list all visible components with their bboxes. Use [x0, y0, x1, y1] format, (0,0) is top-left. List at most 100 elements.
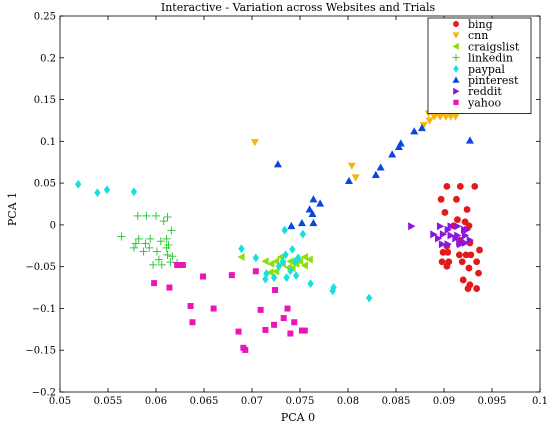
data-point-pinterest	[371, 170, 380, 178]
data-point-linkedin	[134, 234, 143, 243]
legend-marker-yahoo	[453, 99, 459, 106]
data-point-paypal	[275, 262, 283, 271]
x-tick-label: 0.065	[190, 396, 219, 407]
data-point-linkedin	[167, 226, 176, 235]
legend-label-linkedin: linkedin	[468, 52, 513, 65]
data-point-pinterest	[410, 127, 419, 135]
data-point-craigslist	[261, 257, 269, 266]
data-point-bing	[439, 248, 447, 256]
data-point-bing	[441, 209, 449, 216]
data-point-yahoo	[187, 303, 194, 310]
data-point-yahoo	[301, 327, 308, 334]
data-point-cnn	[436, 113, 445, 121]
data-point-linkedin	[152, 211, 160, 220]
data-point-yahoo	[242, 346, 249, 353]
series-linkedin	[117, 211, 182, 269]
data-point-bing	[456, 182, 464, 190]
data-point-yahoo	[280, 315, 287, 322]
y-tick-label: 0.1	[40, 137, 56, 148]
x-tick-label: 0.1	[532, 396, 548, 407]
data-point-yahoo	[257, 306, 264, 313]
legend-marker-cnn	[452, 32, 460, 39]
data-point-linkedin	[156, 237, 165, 246]
series-paypal	[75, 179, 373, 303]
series-yahoo	[151, 261, 308, 353]
data-point-bing	[438, 258, 446, 266]
data-point-linkedin	[139, 247, 148, 256]
data-point-linkedin	[152, 247, 161, 256]
legend-box	[427, 17, 532, 114]
legend-label-reddit: reddit	[468, 85, 502, 98]
data-point-bing	[437, 195, 445, 203]
series-bing	[437, 182, 483, 292]
legend-label-craigslist: craigslist	[468, 40, 520, 53]
data-point-linkedin	[129, 243, 138, 252]
data-point-paypal	[270, 273, 278, 283]
data-points	[75, 103, 483, 353]
series-reddit	[408, 222, 474, 249]
data-point-pinterest	[308, 209, 317, 217]
data-point-reddit	[457, 240, 465, 249]
data-point-cnn	[419, 122, 428, 130]
data-point-reddit	[452, 234, 460, 243]
data-point-cnn	[351, 174, 360, 182]
data-point-yahoo	[179, 261, 186, 268]
data-point-linkedin	[145, 243, 154, 252]
y-tick-label: 0.25	[34, 12, 56, 23]
x-axis-label: PCA 0	[281, 411, 315, 424]
data-point-paypal	[103, 185, 111, 195]
y-tick-label: −0.2	[32, 388, 56, 399]
data-point-yahoo	[287, 330, 294, 337]
data-point-reddit	[408, 222, 416, 231]
data-point-reddit	[438, 240, 447, 249]
data-point-paypal	[279, 257, 286, 266]
data-point-paypal	[252, 253, 260, 263]
data-point-paypal	[75, 179, 82, 189]
x-tick-label: 0.095	[478, 396, 507, 407]
y-tick-label: 0.05	[34, 179, 56, 190]
data-point-cnn	[425, 117, 434, 125]
data-point-linkedin	[149, 260, 158, 269]
data-point-craigslist	[296, 257, 304, 266]
data-point-paypal	[292, 271, 300, 281]
data-point-reddit	[430, 230, 438, 239]
data-point-paypal	[282, 250, 289, 260]
y-tick-label: −0.1	[32, 304, 56, 315]
data-point-yahoo	[271, 321, 278, 328]
x-tick-label: 0.07	[241, 396, 263, 407]
x-tick-label: 0.06	[145, 396, 167, 407]
data-point-paypal	[365, 293, 373, 303]
series-craigslist	[237, 253, 313, 277]
data-point-paypal	[292, 257, 299, 266]
data-point-paypal	[289, 244, 296, 254]
data-point-reddit	[466, 236, 474, 245]
data-point-paypal	[307, 279, 314, 289]
x-tick-label: 0.085	[382, 396, 411, 407]
data-point-paypal	[287, 266, 294, 276]
data-point-linkedin	[142, 211, 151, 220]
data-point-bing	[465, 222, 473, 230]
data-point-bing	[454, 216, 461, 224]
legend-marker-reddit	[453, 87, 460, 95]
data-point-craigslist	[288, 264, 296, 273]
data-point-paypal	[130, 187, 138, 197]
data-point-reddit	[463, 225, 472, 234]
data-point-yahoo	[200, 273, 207, 280]
legend-label-cnn: cnn	[468, 29, 488, 42]
data-point-reddit	[435, 234, 443, 243]
data-point-cnn	[451, 113, 460, 121]
data-point-reddit	[439, 230, 448, 239]
x-tick-label: 0.055	[94, 396, 123, 407]
legend-label-bing: bing	[468, 18, 493, 31]
data-point-paypal	[329, 286, 336, 296]
data-point-linkedin	[162, 243, 171, 252]
data-point-cnn	[347, 162, 356, 170]
data-point-bing	[443, 182, 451, 190]
data-point-yahoo	[174, 261, 181, 268]
data-point-reddit	[461, 238, 470, 247]
data-point-reddit	[454, 222, 462, 231]
data-point-yahoo	[228, 272, 235, 279]
legend-label-pinterest: pinterest	[468, 74, 519, 87]
data-point-bing	[463, 206, 471, 213]
